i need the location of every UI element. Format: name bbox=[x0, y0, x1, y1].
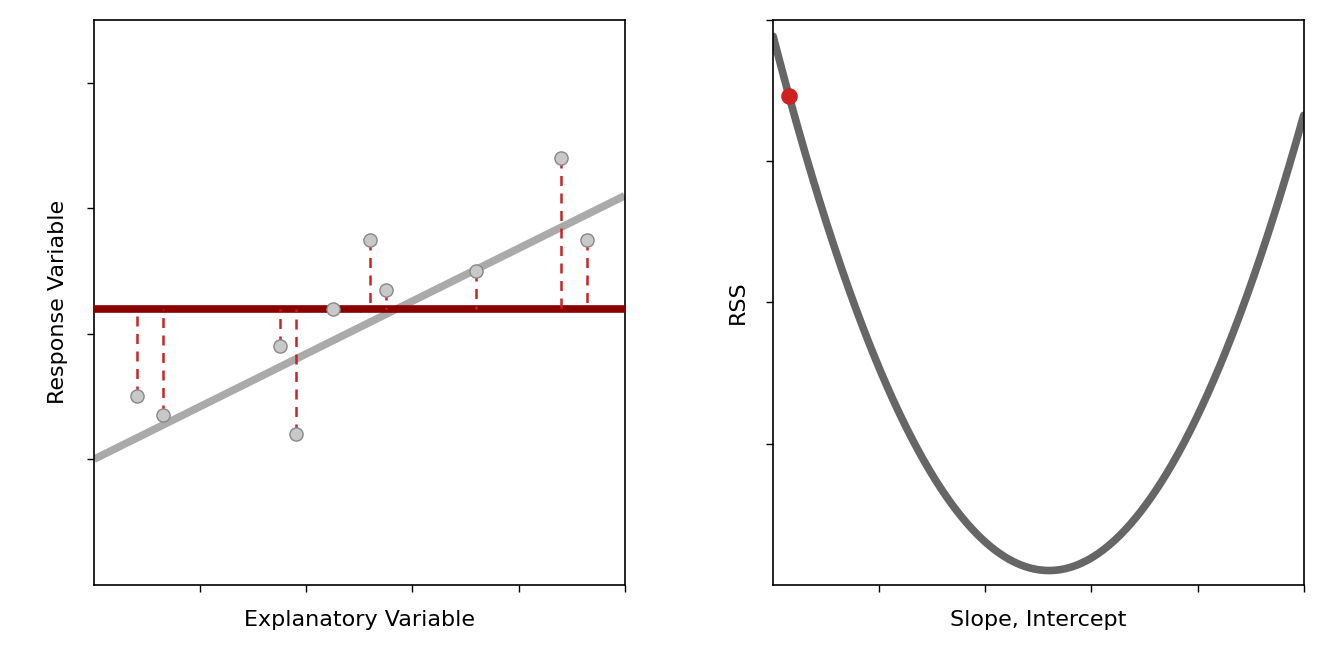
Point bbox=[126, 391, 148, 402]
Point bbox=[375, 284, 396, 295]
X-axis label: Explanatory Variable: Explanatory Variable bbox=[243, 610, 474, 630]
Point bbox=[269, 341, 290, 351]
Y-axis label: RSS: RSS bbox=[727, 281, 747, 324]
Point bbox=[152, 410, 173, 421]
Point bbox=[359, 235, 380, 245]
Point bbox=[285, 429, 306, 439]
X-axis label: Slope, Intercept: Slope, Intercept bbox=[950, 610, 1126, 630]
Point bbox=[465, 265, 487, 276]
Y-axis label: Response Variable: Response Variable bbox=[48, 200, 69, 405]
Point bbox=[323, 303, 344, 314]
Point bbox=[550, 153, 571, 163]
Point bbox=[778, 91, 800, 101]
Point bbox=[577, 235, 598, 245]
